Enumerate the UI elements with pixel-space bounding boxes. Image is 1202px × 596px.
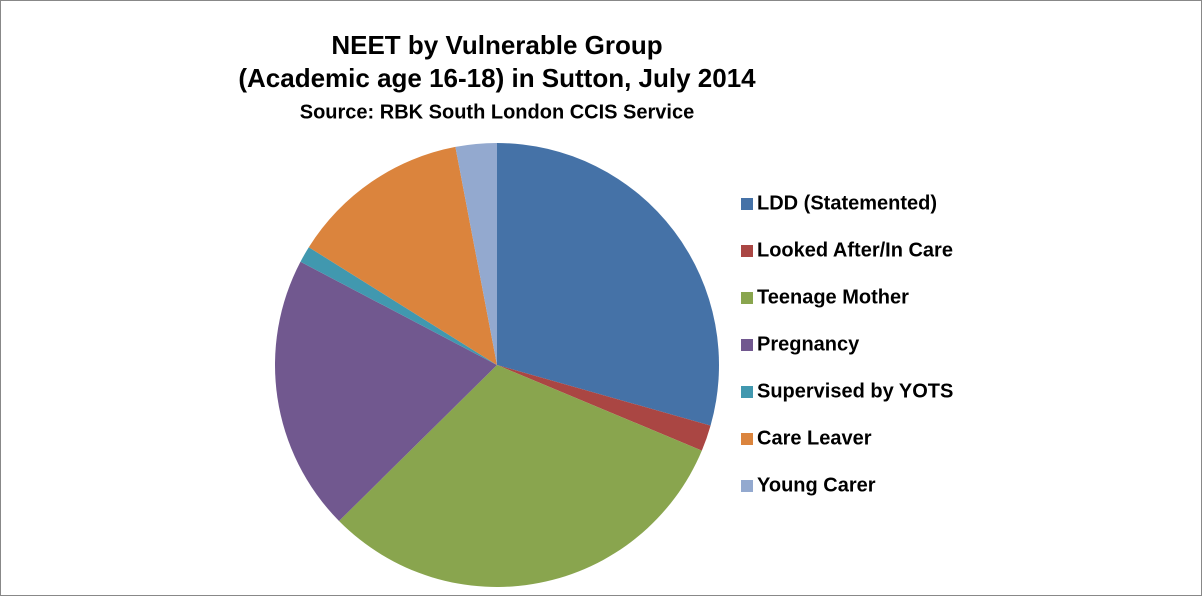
legend-label: Care Leaver: [757, 427, 872, 449]
chart-subtitle: Source: RBK South London CCIS Service: [300, 101, 694, 123]
pie-slice: [455, 143, 497, 365]
chart-title: (Academic age 16-18) in Sutton, July 201…: [238, 63, 756, 93]
pie-slice: [308, 146, 497, 365]
legend-label: LDD (Statemented): [757, 192, 937, 214]
legend-label: Supervised by YOTS: [757, 380, 953, 402]
chart-title: NEET by Vulnerable Group: [331, 30, 662, 60]
legend-label: Looked After/In Care: [757, 239, 953, 261]
legend-swatch: [741, 245, 753, 257]
legend-swatch: [741, 198, 753, 210]
pie-slice: [300, 247, 497, 365]
pie-slice: [497, 143, 719, 426]
legend-label: Young Carer: [757, 474, 876, 496]
legend-swatch: [741, 339, 753, 351]
pie-slice: [275, 261, 497, 521]
legend-swatch: [741, 480, 753, 492]
legend-swatch: [741, 433, 753, 445]
pie-slice: [339, 365, 702, 587]
legend-label: Pregnancy: [757, 333, 860, 355]
pie-slice: [497, 365, 711, 451]
legend-swatch: [741, 292, 753, 304]
legend-swatch: [741, 386, 753, 398]
legend-label: Teenage Mother: [757, 286, 909, 308]
